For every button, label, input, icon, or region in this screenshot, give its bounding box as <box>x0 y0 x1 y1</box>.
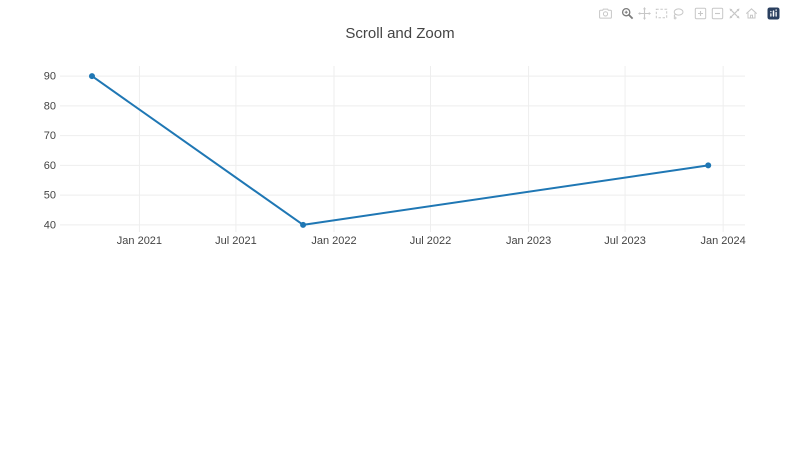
x-tick-label: Jan 2024 <box>701 235 746 247</box>
y-tick-label: 80 <box>44 100 56 112</box>
modebar-group-logo <box>765 5 782 22</box>
minus-square-icon <box>711 7 724 20</box>
y-tick-label: 90 <box>44 71 56 83</box>
autoscale-button[interactable] <box>726 5 743 22</box>
y-tick-label: 50 <box>44 190 56 202</box>
y-tick-label: 70 <box>44 130 56 142</box>
plotly-logomark-icon <box>767 7 780 20</box>
box-select-button[interactable] <box>653 5 670 22</box>
reset-axes-button[interactable] <box>743 5 760 22</box>
zoom-button[interactable] <box>619 5 636 22</box>
x-tick-label: Jul 2021 <box>215 235 257 247</box>
download-png-button[interactable] <box>597 5 614 22</box>
modebar-group-image <box>597 5 614 22</box>
pan-arrows-icon <box>638 7 651 20</box>
lasso-icon <box>673 8 684 20</box>
data-point[interactable] <box>300 221 307 228</box>
modebar <box>592 5 782 22</box>
x-tick-label: Jan 2023 <box>506 235 551 247</box>
x-tick-label: Jul 2023 <box>604 235 646 247</box>
zoom-out-button[interactable] <box>709 5 726 22</box>
camera-icon <box>599 8 612 19</box>
home-icon <box>745 8 758 19</box>
expand-arrows-icon <box>729 8 740 19</box>
x-tick-label: Jul 2022 <box>410 235 452 247</box>
y-tick-label: 40 <box>44 219 56 231</box>
zoom-in-button[interactable] <box>692 5 709 22</box>
lasso-select-button[interactable] <box>670 5 687 22</box>
modebar-group-scale <box>692 5 760 22</box>
x-tick-label: Jan 2021 <box>117 235 162 247</box>
magnifier-icon <box>621 7 634 20</box>
data-point[interactable] <box>705 162 712 169</box>
dashed-box-icon <box>655 8 668 19</box>
y-tick-label: 60 <box>44 160 56 172</box>
modebar-group-drag <box>619 5 687 22</box>
data-line[interactable] <box>91 75 709 226</box>
plus-square-icon <box>694 7 707 20</box>
x-tick-label: Jan 2022 <box>311 235 356 247</box>
plotly-logo-button[interactable] <box>765 5 782 22</box>
pan-button[interactable] <box>636 5 653 22</box>
chart-title: Scroll and Zoom <box>345 25 455 42</box>
data-point[interactable] <box>88 73 95 80</box>
